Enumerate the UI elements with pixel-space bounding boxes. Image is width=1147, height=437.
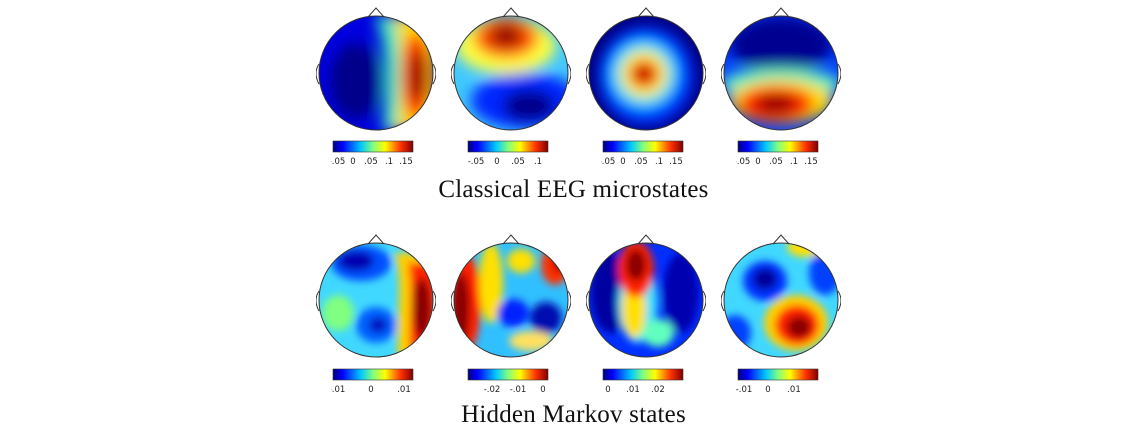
colorbar-tick: .05 <box>364 157 378 166</box>
colorbar-tick: .05 <box>634 157 648 166</box>
colorbar-classical-1: -.05 0 .05 .1 .15 <box>331 140 414 166</box>
topomap-classical-2 <box>451 7 571 131</box>
colorbar-tick: -.05 <box>468 157 485 166</box>
colorbar-tick: -.05 <box>601 157 615 166</box>
colorbar-tick: 0 <box>605 385 610 394</box>
colorbar-classical-2: -.05 0 .05 .1 <box>467 140 549 166</box>
colorbar-tick: .1 <box>655 157 663 166</box>
colorbar-tick: .05 <box>769 157 783 166</box>
colorbar-tick: .01 <box>626 385 640 394</box>
colorbar-hmm-4: -.01 0 .01 <box>736 368 819 394</box>
topomap-classical-3 <box>586 7 706 131</box>
topomap-hmm-3 <box>586 234 706 358</box>
colorbar-hmm-2: -.02 -.01 0 <box>467 368 549 394</box>
colorbar-tick: 0 <box>494 157 499 166</box>
colorbar-tick: .01 <box>787 385 801 394</box>
colorbar-tick: -.01 <box>510 385 527 394</box>
colorbar-tick: .1 <box>790 157 798 166</box>
topomap-hmm-2 <box>451 234 571 358</box>
colorbar-tick: .1 <box>385 157 393 166</box>
topomap-hmm-4 <box>721 234 841 358</box>
colorbar-classical-3: -.05 0 .05 .1 .15 <box>601 140 684 166</box>
topomap-classical-4 <box>721 7 841 131</box>
colorbar-tick: .1 <box>534 157 542 166</box>
colorbar-tick: .15 <box>804 157 818 166</box>
colorbar-tick: -.01 <box>736 385 752 394</box>
colorbar-hmm-3: 0 .01 .02 <box>602 368 684 394</box>
section-title: Hidden Markov states <box>461 401 686 428</box>
colorbar-tick: .15 <box>399 157 413 166</box>
colorbar-hmm-1: -.01 0 .01 <box>331 368 414 394</box>
colorbar-tick: .05 <box>511 157 525 166</box>
colorbar-tick: 0 <box>765 385 770 394</box>
colorbar-tick: -.05 <box>736 157 750 166</box>
colorbar-tick: .15 <box>669 157 683 166</box>
colorbar-tick: 0 <box>620 157 625 166</box>
colorbar-tick: 0 <box>350 157 355 166</box>
colorbar-tick: 0 <box>755 157 760 166</box>
colorbar-tick: -.05 <box>331 157 345 166</box>
colorbar-tick: .02 <box>651 385 665 394</box>
colorbar-tick: -.01 <box>331 385 345 394</box>
colorbar-classical-4: -.05 0 .05 .1 .15 <box>736 140 819 166</box>
section-title: Classical EEG microstates <box>438 176 709 203</box>
colorbar-tick: 0 <box>540 385 545 394</box>
colorbar-tick: .01 <box>397 385 411 394</box>
colorbar-tick: 0 <box>368 385 373 394</box>
topomap-classical-1 <box>316 7 436 131</box>
colorbar-tick: -.02 <box>484 385 501 394</box>
topomap-hmm-1 <box>316 234 436 358</box>
